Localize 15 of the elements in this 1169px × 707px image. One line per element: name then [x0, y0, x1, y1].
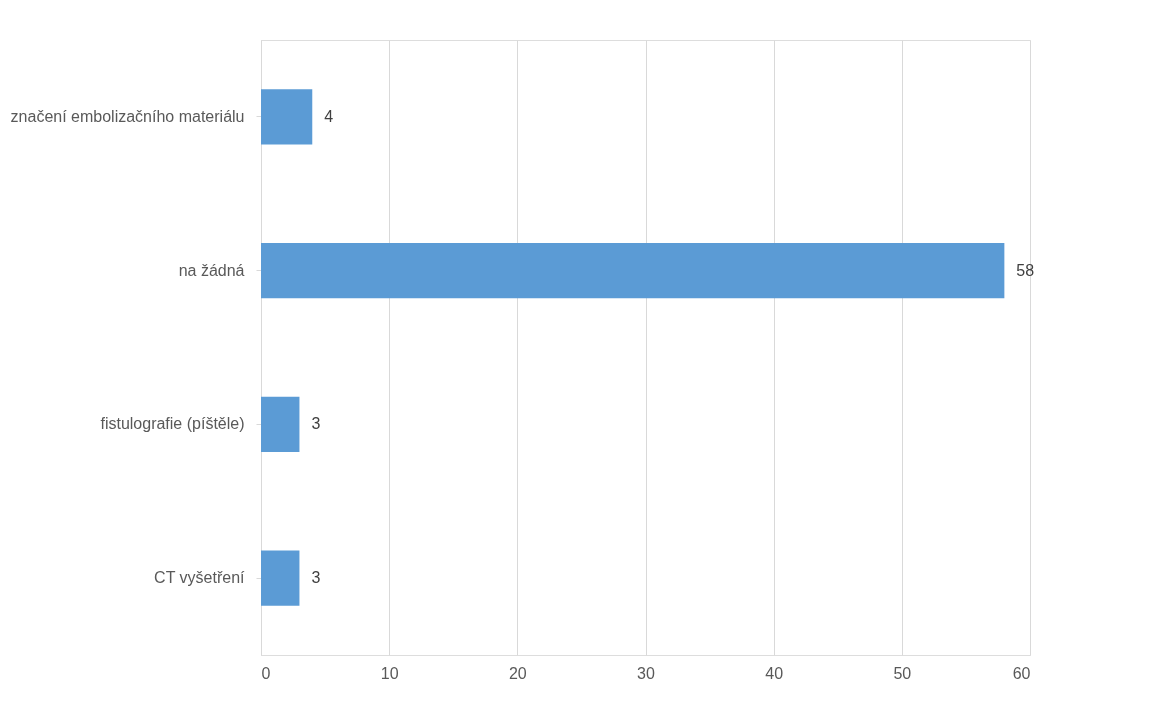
x-tick-label: 40: [765, 664, 784, 682]
data-label: 3: [311, 415, 321, 433]
x-tick-label: 60: [1012, 664, 1031, 682]
data-label: 4: [324, 107, 334, 125]
x-tick-label: 50: [893, 664, 912, 682]
x-tick-label: 10: [380, 664, 399, 682]
x-tick-label: 20: [508, 664, 527, 682]
y-tick-label: značení embolizačního materiálu: [10, 107, 245, 125]
y-tick-label: fistulografie (píštěle): [100, 415, 245, 433]
x-tick-label: 30: [637, 664, 655, 682]
y-tick-label: CT vyšetření: [154, 569, 246, 587]
data-label: 3: [311, 569, 321, 587]
x-tick-label: 0: [261, 664, 271, 682]
data-label: 58: [1016, 261, 1035, 279]
y-tick-label: na žádná: [178, 261, 245, 279]
